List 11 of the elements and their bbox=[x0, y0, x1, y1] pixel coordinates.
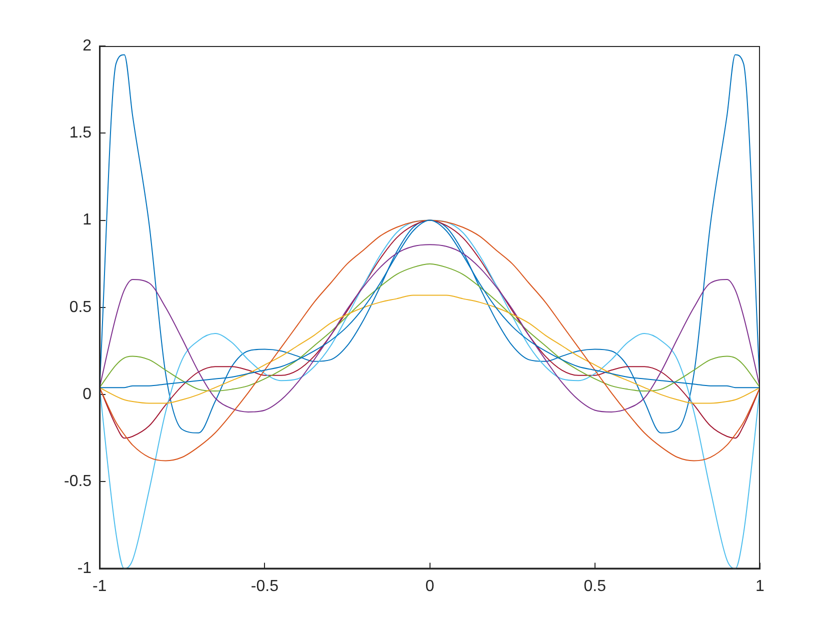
x-tick-label: 0.5 bbox=[584, 578, 606, 595]
x-tick-label: -0.5 bbox=[250, 578, 279, 595]
x-tick-label: 0 bbox=[425, 578, 434, 595]
x-tick-label: 1 bbox=[756, 578, 765, 595]
y-tick-label: 1 bbox=[82, 212, 92, 229]
y-tick-label: -0.5 bbox=[64, 473, 92, 490]
y-tick-label: 0.5 bbox=[69, 298, 92, 316]
y-tick-label: -1 bbox=[77, 560, 92, 578]
y-tick-label: 1.5 bbox=[69, 124, 92, 142]
y-tick-label: 0 bbox=[82, 386, 92, 403]
y-tick-label: 2 bbox=[82, 37, 92, 54]
